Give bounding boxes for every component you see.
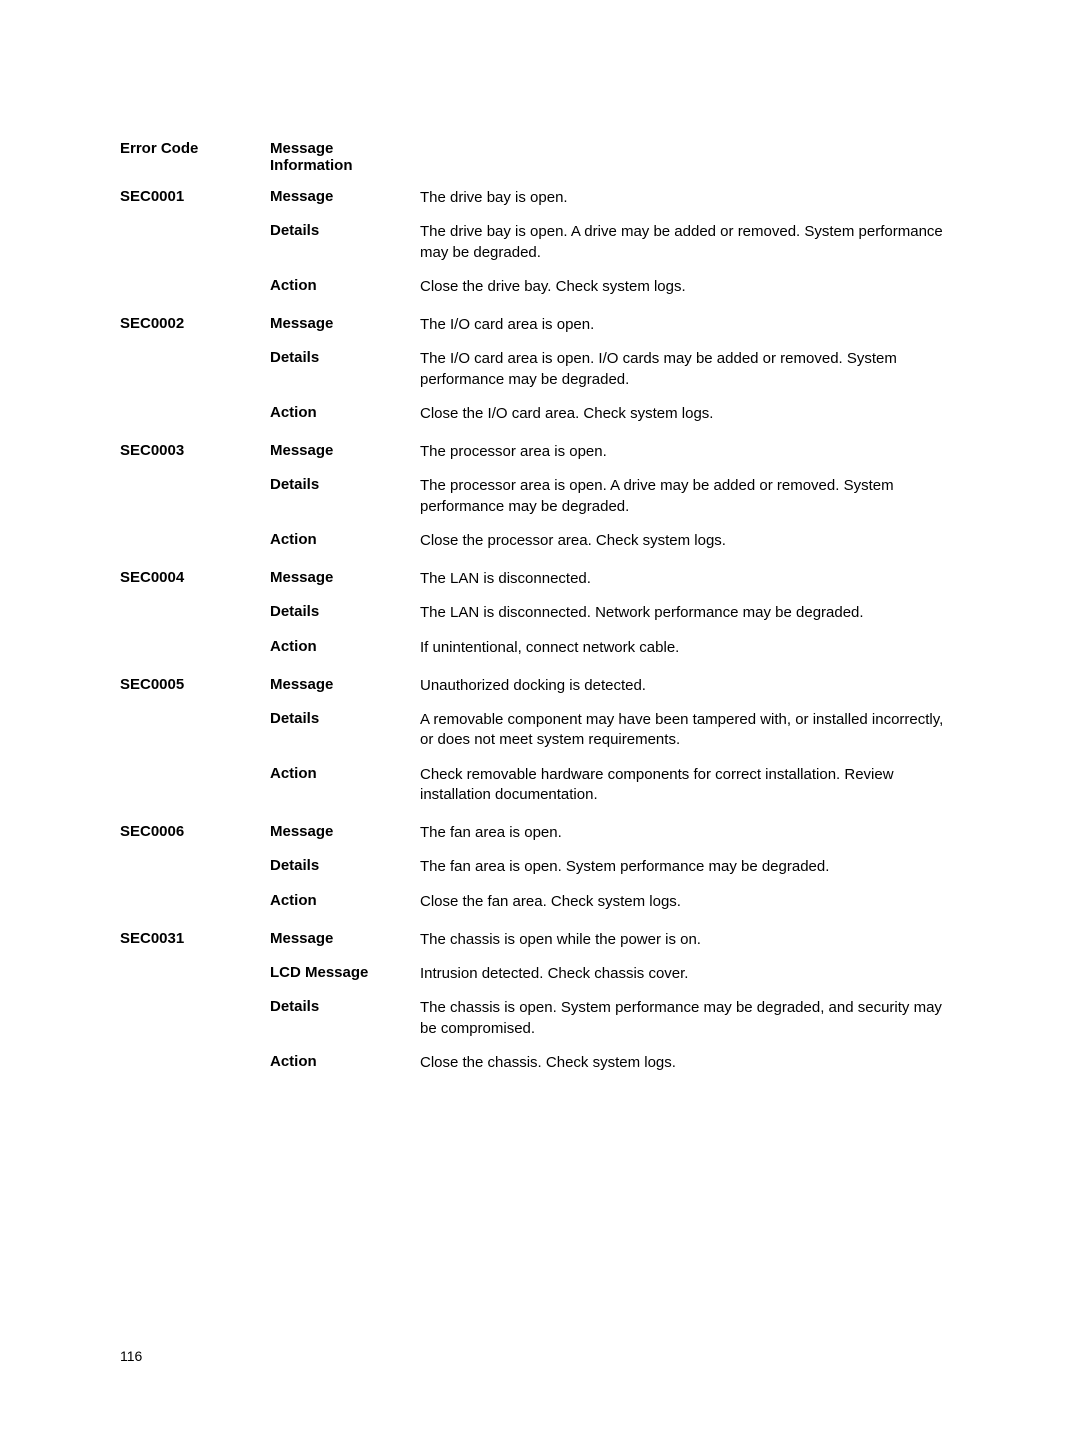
field-label: Details: [270, 998, 420, 1015]
table-header: Error Code Message Information: [120, 140, 960, 174]
field-content: The I/O card area is open. I/O cards may…: [420, 349, 960, 390]
field-content: Close the processor area. Check system l…: [420, 531, 960, 551]
field-label: Details: [270, 857, 420, 874]
field-content: The processor area is open. A drive may …: [420, 476, 960, 517]
field-content: The fan area is open.: [420, 823, 960, 843]
field-label: Details: [270, 222, 420, 239]
error-list: SEC0001MessageThe drive bay is open.Deta…: [120, 188, 960, 1073]
field-label: Message: [270, 315, 420, 332]
error-row: DetailsA removable component may have be…: [120, 710, 960, 751]
field-label: Message: [270, 676, 420, 693]
field-content: If unintentional, connect network cable.: [420, 638, 960, 658]
field-label: Action: [270, 892, 420, 909]
field-content: The LAN is disconnected. Network perform…: [420, 603, 960, 623]
page-number: 116: [120, 1348, 142, 1364]
error-row: SEC0004MessageThe LAN is disconnected.: [120, 569, 960, 589]
error-row: ActionClose the fan area. Check system l…: [120, 892, 960, 912]
field-content: Close the I/O card area. Check system lo…: [420, 404, 960, 424]
field-content: The chassis is open while the power is o…: [420, 930, 960, 950]
error-row: SEC0002MessageThe I/O card area is open.: [120, 315, 960, 335]
error-code: SEC0006: [120, 823, 270, 840]
field-label: Action: [270, 277, 420, 294]
field-label: Message: [270, 569, 420, 586]
field-label: Details: [270, 603, 420, 620]
error-row: ActionClose the I/O card area. Check sys…: [120, 404, 960, 424]
field-label: Action: [270, 638, 420, 655]
field-label: Message: [270, 823, 420, 840]
field-content: The processor area is open.: [420, 442, 960, 462]
field-content: Close the drive bay. Check system logs.: [420, 277, 960, 297]
field-content: The I/O card area is open.: [420, 315, 960, 335]
error-row: ActionClose the drive bay. Check system …: [120, 277, 960, 297]
error-code: SEC0002: [120, 315, 270, 332]
field-label: Action: [270, 404, 420, 421]
field-content: Unauthorized docking is detected.: [420, 676, 960, 696]
document-page: Error Code Message Information SEC0001Me…: [0, 0, 1080, 1434]
field-label: LCD Message: [270, 964, 420, 981]
field-label: Action: [270, 531, 420, 548]
error-row: ActionCheck removable hardware component…: [120, 765, 960, 806]
error-row: ActionClose the processor area. Check sy…: [120, 531, 960, 551]
error-row: DetailsThe fan area is open. System perf…: [120, 857, 960, 877]
field-content: The drive bay is open.: [420, 188, 960, 208]
error-row: DetailsThe chassis is open. System perfo…: [120, 998, 960, 1039]
error-group: SEC0005MessageUnauthorized docking is de…: [120, 676, 960, 805]
error-code: SEC0031: [120, 930, 270, 947]
error-row: DetailsThe drive bay is open. A drive ma…: [120, 222, 960, 263]
field-content: Check removable hardware components for …: [420, 765, 960, 806]
error-row: SEC0003MessageThe processor area is open…: [120, 442, 960, 462]
field-content: The LAN is disconnected.: [420, 569, 960, 589]
error-row: LCD MessageIntrusion detected. Check cha…: [120, 964, 960, 984]
error-row: SEC0001MessageThe drive bay is open.: [120, 188, 960, 208]
error-group: SEC0001MessageThe drive bay is open.Deta…: [120, 188, 960, 297]
field-content: Close the chassis. Check system logs.: [420, 1053, 960, 1073]
field-label: Details: [270, 710, 420, 727]
field-content: A removable component may have been tamp…: [420, 710, 960, 751]
field-label: Message: [270, 188, 420, 205]
error-group: SEC0031MessageThe chassis is open while …: [120, 930, 960, 1073]
field-content: The fan area is open. System performance…: [420, 857, 960, 877]
error-row: SEC0006MessageThe fan area is open.: [120, 823, 960, 843]
field-label: Action: [270, 765, 420, 782]
error-row: DetailsThe LAN is disconnected. Network …: [120, 603, 960, 623]
field-label: Action: [270, 1053, 420, 1070]
error-group: SEC0006MessageThe fan area is open.Detai…: [120, 823, 960, 912]
header-message-info: Message Information: [270, 140, 420, 174]
field-content: Close the fan area. Check system logs.: [420, 892, 960, 912]
error-row: DetailsThe processor area is open. A dri…: [120, 476, 960, 517]
error-code: SEC0003: [120, 442, 270, 459]
error-row: ActionIf unintentional, connect network …: [120, 638, 960, 658]
error-row: SEC0005MessageUnauthorized docking is de…: [120, 676, 960, 696]
field-label: Message: [270, 442, 420, 459]
error-row: DetailsThe I/O card area is open. I/O ca…: [120, 349, 960, 390]
error-row: SEC0031MessageThe chassis is open while …: [120, 930, 960, 950]
header-error-code: Error Code: [120, 140, 270, 174]
field-label: Message: [270, 930, 420, 947]
error-group: SEC0003MessageThe processor area is open…: [120, 442, 960, 551]
field-content: The drive bay is open. A drive may be ad…: [420, 222, 960, 263]
field-label: Details: [270, 349, 420, 366]
error-row: ActionClose the chassis. Check system lo…: [120, 1053, 960, 1073]
field-label: Details: [270, 476, 420, 493]
field-content: Intrusion detected. Check chassis cover.: [420, 964, 960, 984]
error-code: SEC0004: [120, 569, 270, 586]
error-group: SEC0002MessageThe I/O card area is open.…: [120, 315, 960, 424]
error-group: SEC0004MessageThe LAN is disconnected.De…: [120, 569, 960, 658]
field-content: The chassis is open. System performance …: [420, 998, 960, 1039]
error-code: SEC0001: [120, 188, 270, 205]
error-code: SEC0005: [120, 676, 270, 693]
